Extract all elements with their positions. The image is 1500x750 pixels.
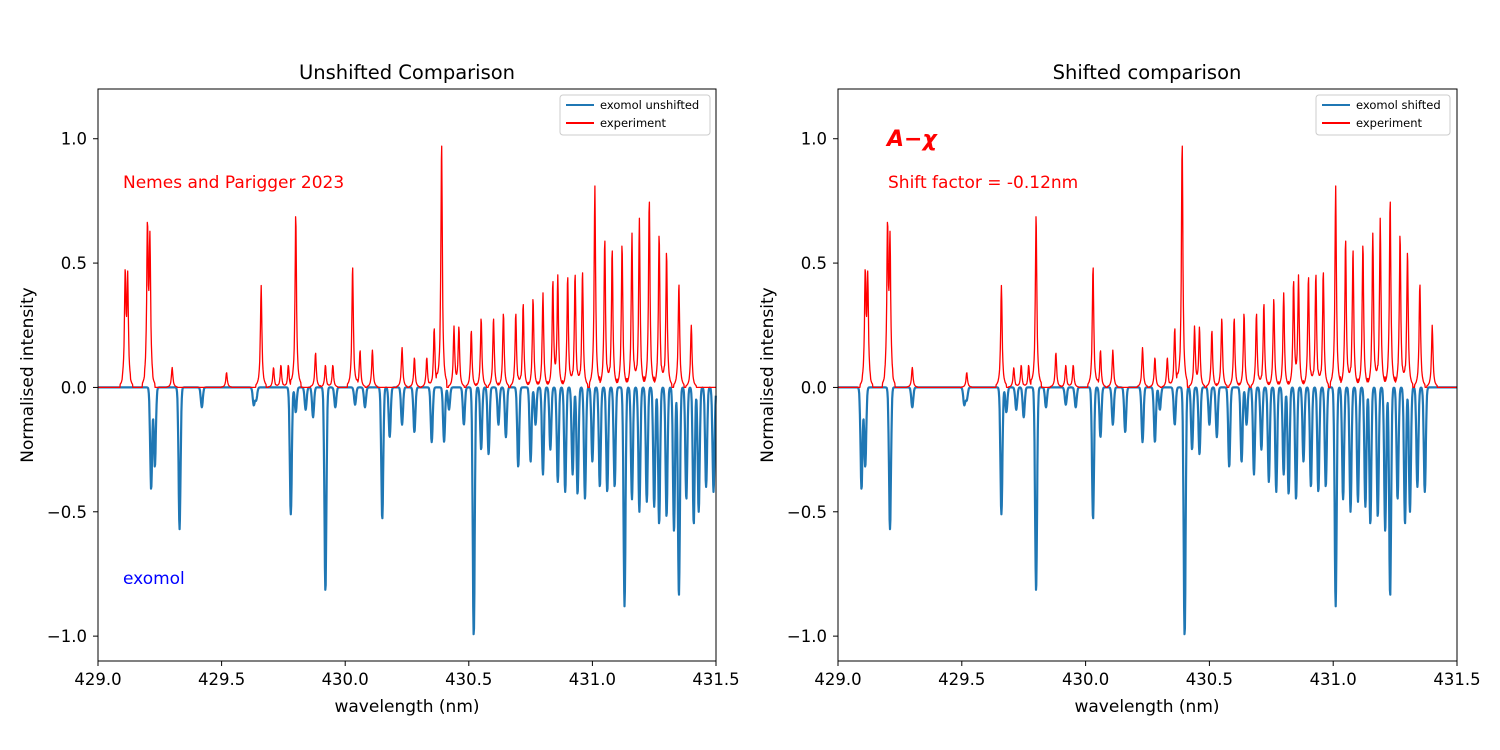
left-plot-frame	[97, 88, 717, 662]
right-y-tick-label: 1.0	[801, 130, 827, 149]
right-legend-label-exomol: exomol shifted	[1356, 98, 1441, 112]
right-x-axis-label: wavelength (nm)	[1074, 697, 1219, 717]
right-x-tick-label: 430.0	[1062, 670, 1109, 689]
left-chart-ticks: 429.0 429.5 430.0 430.5 431.0 431.5 −1.0 −0.5 0.…	[47, 130, 740, 689]
left-legend-label-experiment: experiment	[600, 116, 667, 130]
left-legend: exomol unshifted experiment	[559, 94, 711, 136]
left-y-tick-label: 0.0	[61, 378, 87, 397]
right-y-tick-label: 0.5	[801, 254, 827, 273]
left-legend-label-exomol: exomol unshifted	[600, 98, 699, 112]
left-x-axis-label: wavelength (nm)	[334, 697, 479, 717]
left-y-tick-label: 1.0	[61, 130, 87, 149]
left-x-tick-label: 429.0	[74, 670, 121, 689]
right-x-tick-label: 430.5	[1186, 670, 1233, 689]
right-y-tick-label: −1.0	[787, 627, 827, 646]
right-y-tick-label: 0.0	[801, 378, 827, 397]
right-chart-series	[837, 145, 1458, 636]
right-x-tick-label: 429.5	[938, 670, 985, 689]
left-annotation-nemes: Nemes and Parigger 2023	[123, 173, 344, 193]
left-chart-panel: Unshifted Comparison 429.0 429.5 430.0 430.…	[18, 61, 740, 717]
right-chart-title: Shifted comparison	[1053, 61, 1242, 84]
left-y-tick-label: 0.5	[61, 254, 87, 273]
right-annotation-band: A−χ	[885, 127, 938, 152]
left-legend-box	[559, 94, 711, 136]
left-x-tick-label: 431.5	[692, 670, 739, 689]
right-chart-panel: Shifted comparison 429.0 429.5 430.0 430.5 4…	[758, 61, 1481, 717]
left-x-tick-label: 430.0	[322, 670, 369, 689]
left-chart-series	[97, 145, 717, 636]
right-legend: exomol shifted experiment	[1315, 94, 1451, 136]
left-x-tick-label: 431.0	[569, 670, 616, 689]
right-annotation-shift: Shift factor = -0.12nm	[888, 173, 1078, 193]
right-y-tick-label: −0.5	[787, 503, 827, 522]
right-series-experiment	[837, 145, 1458, 389]
left-y-tick-label: −0.5	[47, 503, 87, 522]
right-x-tick-label: 429.0	[814, 670, 861, 689]
left-series-experiment	[97, 145, 717, 389]
left-annotation-exomol: exomol	[123, 569, 185, 589]
left-y-axis-label: Normalised intensity	[18, 287, 38, 462]
right-y-axis-label: Normalised intensity	[758, 287, 778, 462]
left-x-tick-label: 429.5	[198, 670, 245, 689]
right-chart-ticks: 429.0 429.5 430.0 430.5 431.0 431.5 −1.0 −0.5 0.…	[787, 130, 1481, 689]
right-plot-frame	[837, 88, 1458, 662]
left-x-tick-label: 430.5	[445, 670, 492, 689]
left-chart-title: Unshifted Comparison	[299, 61, 515, 84]
right-x-tick-label: 431.0	[1310, 670, 1357, 689]
right-legend-label-experiment: experiment	[1356, 116, 1423, 130]
left-y-tick-label: −1.0	[47, 627, 87, 646]
right-x-tick-label: 431.5	[1433, 670, 1480, 689]
